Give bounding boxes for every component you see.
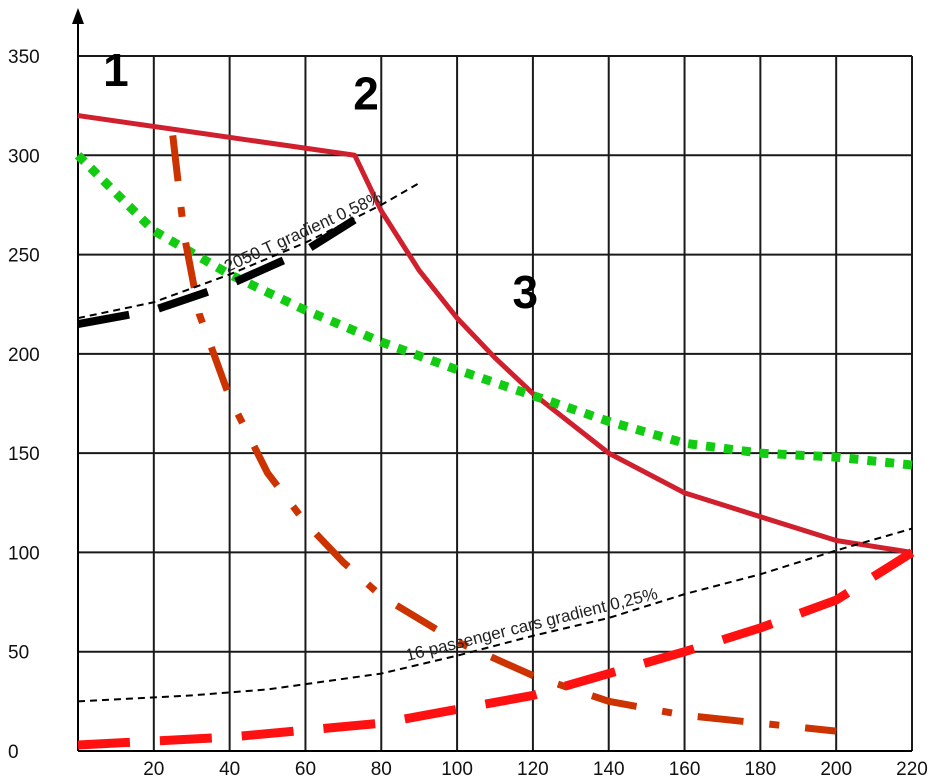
x-tick-label: 120	[517, 759, 549, 779]
curve-labels-layer: 2050 T gradient 0,58% 16 passenger cars g…	[221, 187, 659, 665]
series-layer	[74, 113, 915, 750]
x-tick-label: 80	[371, 759, 392, 779]
y-tick-label: 350	[8, 47, 40, 68]
point-marker-label: 3	[513, 266, 539, 318]
tick-labels-layer: 20 40 60 80 100 120 140 160 180 200 22005010015020…	[8, 47, 928, 779]
y-tick-label: 150	[8, 444, 40, 465]
point-marker-label: 2	[353, 68, 379, 120]
series-line-2	[169, 135, 837, 735]
x-tick-label: 40	[219, 759, 240, 779]
y-tick-label: 0	[8, 742, 19, 763]
x-tick-label: 180	[745, 759, 777, 779]
x-tick-label: 60	[295, 759, 316, 779]
series-line-6	[77, 527, 913, 703]
series-line-3	[77, 548, 915, 750]
series-line-4	[77, 203, 383, 329]
y-tick-label: 50	[8, 643, 29, 664]
y-tick-label: 300	[8, 146, 40, 167]
x-tick-label: 220	[896, 759, 928, 779]
series-line-5	[77, 182, 420, 320]
x-tick-label: 140	[593, 759, 625, 779]
curve-label: 16 passenger cars gradient 0,25%	[404, 584, 660, 665]
markers-layer: 1 2 3	[103, 44, 538, 318]
x-tick-label: 200	[820, 759, 852, 779]
curve-label: 2050 T gradient 0,58%	[221, 187, 385, 276]
x-tick-label: 100	[441, 759, 473, 779]
y-axis-arrow	[72, 8, 84, 24]
x-tick-label: 20	[143, 759, 164, 779]
axes-layer	[72, 8, 912, 752]
y-tick-label: 250	[8, 246, 40, 267]
series-line-0	[77, 113, 913, 555]
y-tick-label: 100	[8, 543, 40, 564]
series-line-1	[74, 152, 913, 470]
x-tick-label: 160	[669, 759, 701, 779]
point-marker-label: 1	[103, 44, 129, 96]
y-tick-label: 200	[8, 345, 40, 366]
